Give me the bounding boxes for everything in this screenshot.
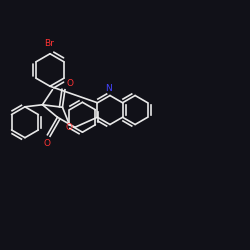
Text: Br: Br (44, 38, 54, 48)
Text: O: O (44, 138, 51, 147)
Text: O: O (66, 79, 73, 88)
Text: N: N (106, 84, 112, 93)
Text: O: O (66, 123, 72, 132)
